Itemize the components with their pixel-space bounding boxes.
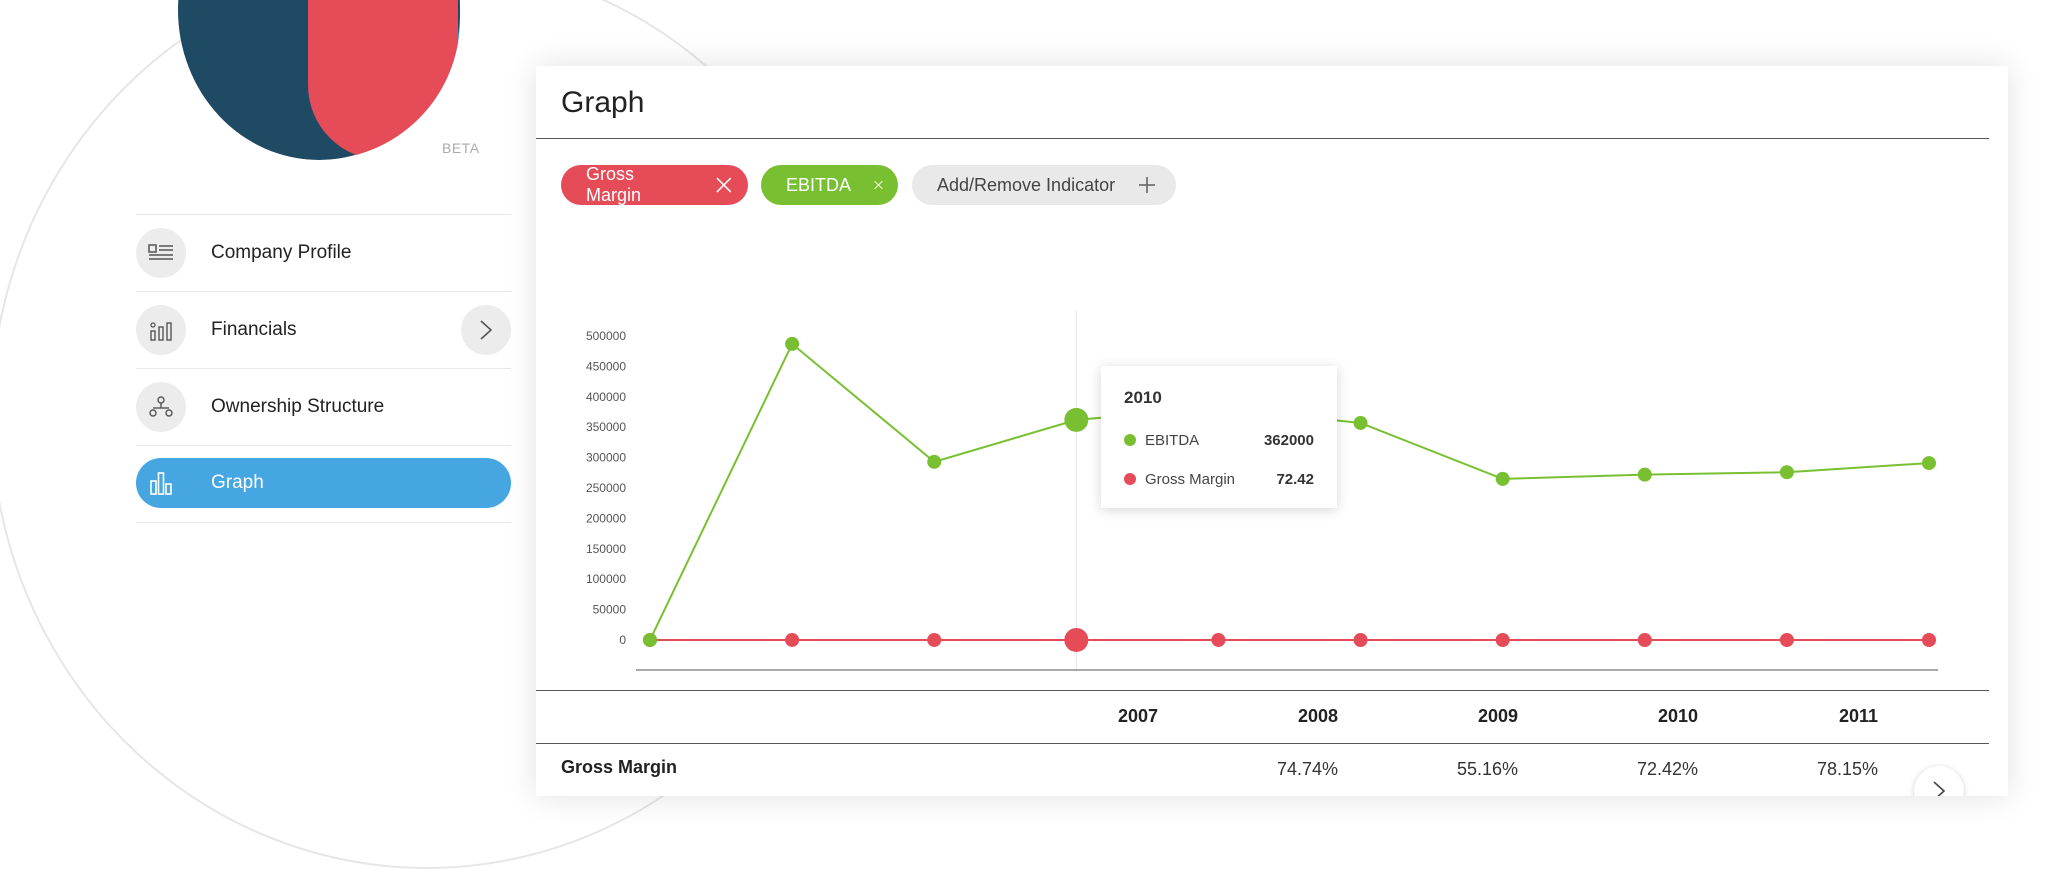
legend-dot (1124, 473, 1136, 485)
y-tick-label: 500000 (586, 329, 626, 343)
tooltip-series-name: Gross Margin (1145, 471, 1235, 488)
table-header-year: 2007 (1078, 706, 1158, 727)
chart-tooltip: 2010 EBITDA 362000 Gross Margin 72.42 (1101, 366, 1337, 508)
active-nav-pill[interactable]: Graph (136, 458, 511, 508)
graph-icon (136, 458, 186, 508)
y-tick-label: 350000 (586, 420, 626, 434)
chip-label: Add/Remove Indicator (912, 175, 1115, 196)
table-row-label: Gross Margin (561, 757, 677, 778)
data-point (1922, 633, 1936, 647)
sidebar-item-label: Company Profile (211, 242, 351, 264)
data-point (1064, 408, 1088, 432)
table-header-year: 2008 (1258, 706, 1338, 727)
divider (536, 690, 1989, 691)
graph-panel: Graph Gross Margin EBITDA Add/Remove Ind… (536, 66, 2008, 796)
table-cell: 78.15% (1788, 759, 1878, 780)
y-tick-label: 50000 (593, 603, 627, 617)
tooltip-row-ebitda: EBITDA 362000 (1124, 430, 1314, 450)
data-point (1780, 465, 1794, 479)
indicator-chip-gross-margin[interactable]: Gross Margin (561, 165, 748, 205)
data-point (1638, 468, 1652, 482)
tooltip-title: 2010 (1124, 388, 1162, 408)
x-tick-label: 2011 (1206, 679, 1232, 680)
sidebar: Company Profile Financials Ownership Str… (136, 214, 511, 523)
sidebar-item-ownership-structure[interactable]: Ownership Structure (136, 368, 511, 445)
data-point (1496, 472, 1510, 486)
tooltip-series-value: 362000 (1264, 432, 1314, 449)
data-point (1780, 633, 1794, 647)
y-tick-label: 400000 (586, 390, 626, 404)
x-tick-label: 2015 (1774, 679, 1801, 680)
sidebar-item-label: Graph (211, 472, 264, 494)
chip-label: EBITDA (761, 175, 851, 196)
divider (536, 743, 1989, 744)
divider (536, 138, 1989, 139)
sidebar-item-financials[interactable]: Financials (136, 291, 511, 368)
sidebar-item-label: Ownership Structure (211, 396, 384, 418)
data-point (785, 633, 799, 647)
table-header-year: 2009 (1438, 706, 1518, 727)
page-title: Graph (561, 86, 644, 120)
data-point (927, 455, 941, 469)
close-icon[interactable] (873, 175, 884, 195)
y-tick-label: 0 (619, 633, 626, 647)
sidebar-item-graph[interactable]: Graph (136, 445, 511, 522)
sidebar-item-company-profile[interactable]: Company Profile (136, 214, 511, 291)
tooltip-series-value: 72.42 (1276, 471, 1314, 488)
plus-icon (1137, 175, 1157, 195)
chip-label: Gross Margin (561, 164, 692, 206)
y-tick-label: 300000 (586, 451, 626, 465)
y-tick-label: 150000 (586, 542, 626, 556)
y-tick-label: 450000 (586, 359, 626, 373)
data-point (1354, 633, 1368, 647)
y-tick-label: 200000 (586, 511, 626, 525)
y-tick-label: 100000 (586, 572, 626, 586)
data-point (1354, 416, 1368, 430)
y-tick-label: 250000 (586, 481, 626, 495)
table-header-year: 2010 (1618, 706, 1698, 727)
data-point (1211, 633, 1225, 647)
bar-chart-icon (136, 305, 186, 355)
data-point (1922, 456, 1936, 470)
tooltip-series-name: EBITDA (1145, 432, 1199, 449)
table-header-year: 2011 (1798, 706, 1878, 727)
beta-label: BETA (442, 140, 480, 156)
data-point (1064, 628, 1088, 652)
data-point (1638, 633, 1652, 647)
chevron-right-icon (1932, 780, 1946, 796)
legend-dot (1124, 434, 1136, 446)
x-tick-label: 2013 (1489, 679, 1516, 680)
data-point (643, 633, 657, 647)
x-tick-label: 2009 (921, 679, 948, 680)
x-tick-label: 2007 (637, 679, 664, 680)
org-tree-icon (136, 382, 186, 432)
data-point (1496, 633, 1510, 647)
chevron-right-icon[interactable] (461, 305, 511, 355)
sidebar-item-label: Financials (211, 319, 297, 341)
table-cell: 74.74% (1248, 759, 1338, 780)
indicator-chip-ebitda[interactable]: EBITDA (761, 165, 898, 205)
add-remove-indicator-button[interactable]: Add/Remove Indicator (912, 165, 1176, 205)
table-cell: 55.16% (1428, 759, 1518, 780)
tooltip-row-gross-margin: Gross Margin 72.42 (1124, 469, 1314, 489)
table-cell: 72.42% (1608, 759, 1698, 780)
divider (136, 522, 511, 523)
close-icon[interactable] (714, 175, 734, 195)
table-scroll-next-button[interactable] (1914, 766, 1964, 796)
data-point (785, 337, 799, 351)
data-point (927, 633, 941, 647)
document-list-icon (136, 228, 186, 278)
